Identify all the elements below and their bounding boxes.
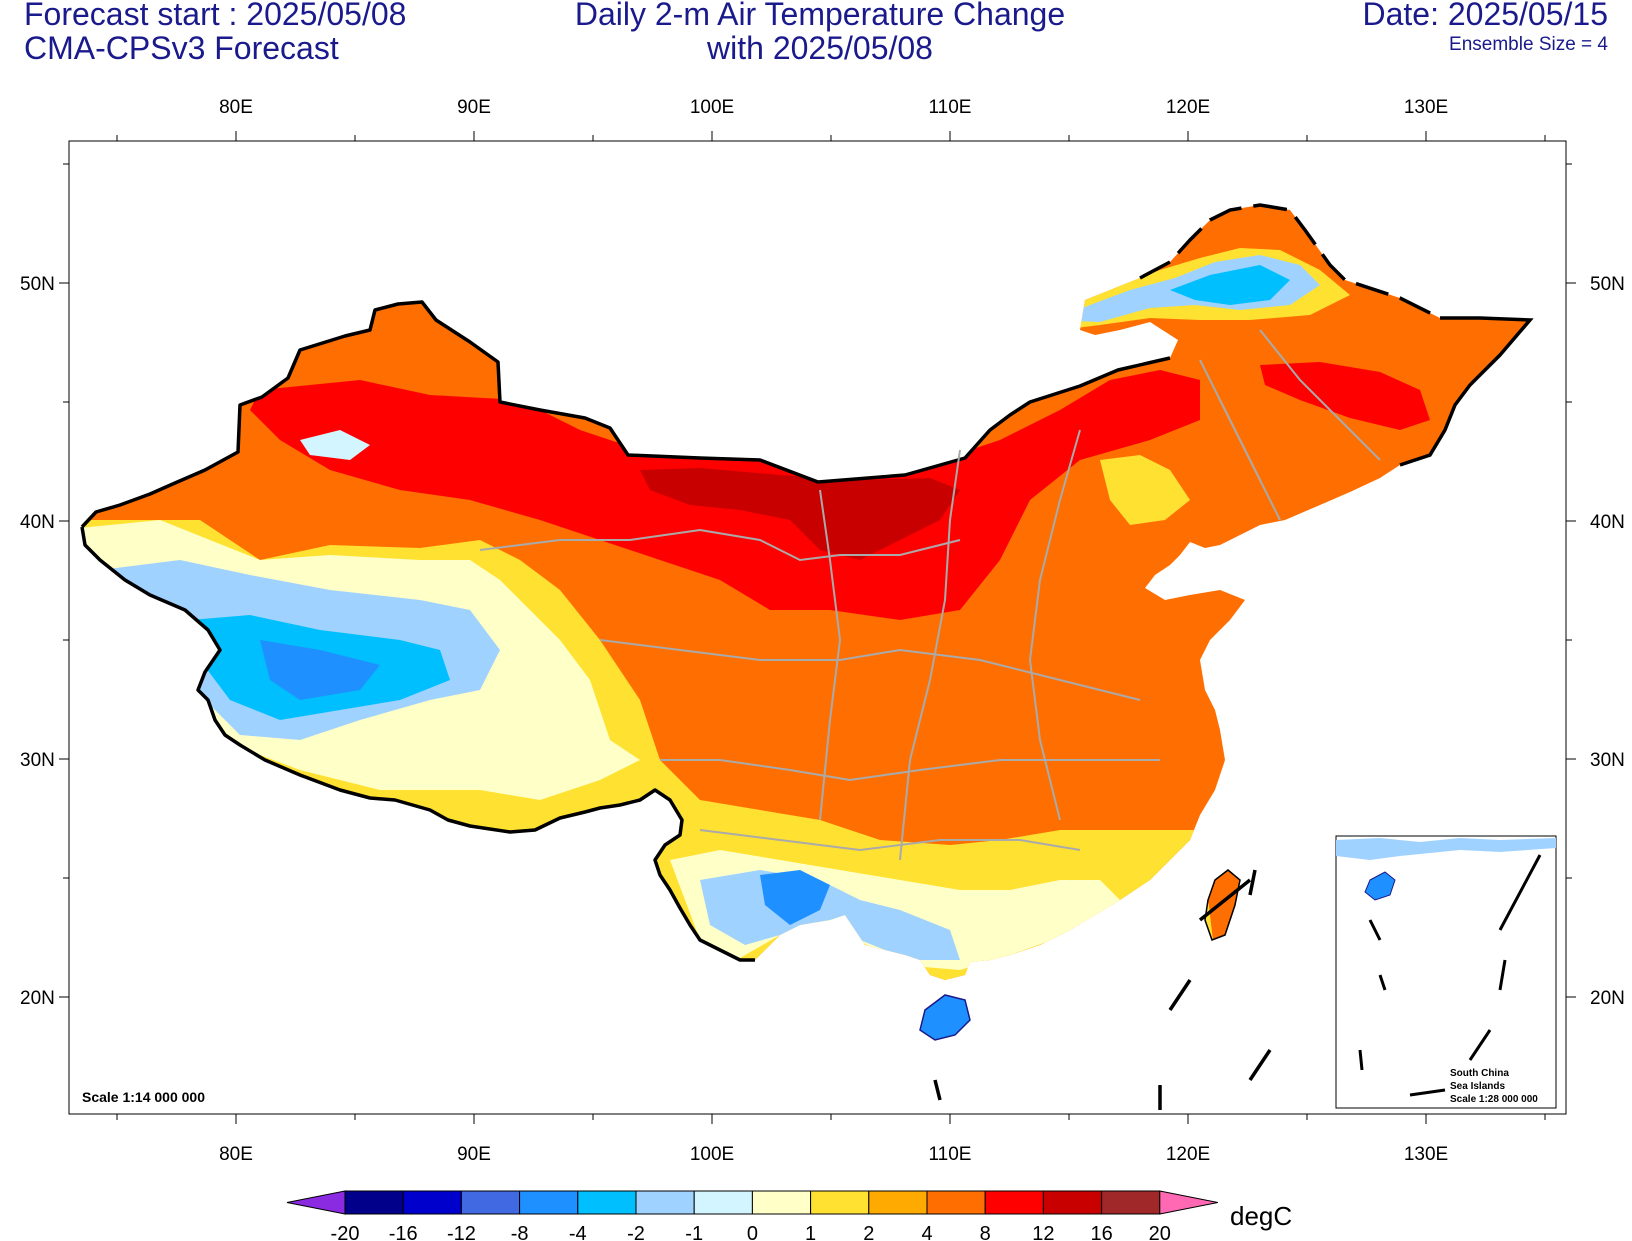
lat-label-right-30N: 30N [1590,750,1625,771]
colorbar-label: -8 [511,1223,529,1241]
lon-label-bottom-130E: 130E [1404,1144,1448,1165]
right-latitude-labels: 50N 40N 30N 20N [1590,274,1625,1009]
inset-label-line1: South China [1450,1068,1509,1079]
colorbar-label: 4 [921,1223,932,1241]
colorbar-segment [984,1190,1044,1215]
province-boundaries [479,329,1381,861]
colorbar-segment [751,1190,812,1215]
east-border-line [1399,316,1534,467]
colorbar-label: -2 [627,1223,645,1241]
lon-label-top-120E: 120E [1166,97,1210,118]
lon-label-top-110E: 110E [929,97,972,118]
colorbar-segment [577,1190,637,1215]
inset-scale-label: Scale 1:28 000 000 [1450,1094,1538,1105]
colorbar-segment [1101,1190,1161,1215]
colorbar-segment [926,1190,986,1215]
colorbar-unit-label: degC [1230,1201,1292,1231]
lon-label-bottom-100E: 100E [690,1144,734,1165]
colorbar-min-triangle [286,1190,346,1215]
valid-date-label: Date: 2025/05/15 [1362,0,1608,32]
forecast-start-label: Forecast start : 2025/05/08 [24,0,407,32]
map-subtitle: with 2025/05/08 [707,30,933,66]
colorbar-segment [344,1190,404,1215]
colorbar-label: 0 [747,1223,758,1241]
colorbar-label: -4 [569,1223,587,1241]
lon-label-top-130E: 130E [1404,97,1448,118]
colorbar-segment [693,1190,753,1215]
taiwan-outline [1204,869,1241,941]
ensemble-size-label: Ensemble Size = 4 [1449,34,1608,55]
south-china-sea-inset [1335,835,1557,1109]
colorbar: -20 -16 -12 -8 -4 -2 -1 0 1 2 4 8 12 16 20 [286,1190,1218,1241]
map-scale-label: Scale 1:14 000 000 [82,1089,205,1105]
northeast-border-line [1139,203,1441,320]
hainan-outline [919,994,971,1041]
axis-tick-marks [59,131,1576,1124]
colorbar-label: 8 [980,1223,991,1241]
lat-label-right-50N: 50N [1590,274,1625,295]
top-longitude-labels: 80E 90E 100E 110E 120E 130E [219,97,1448,118]
colorbar-label: 12 [1032,1223,1054,1241]
colorbar-max-triangle [1159,1190,1218,1215]
lon-label-bottom-80E: 80E [219,1144,253,1165]
lat-label-left-30N: 30N [20,750,55,771]
lon-label-bottom-120E: 120E [1166,1144,1210,1165]
colorbar-segment [1042,1190,1103,1215]
lat-label-left-50N: 50N [20,274,55,295]
lat-label-right-20N: 20N [1590,988,1625,1009]
nine-dash-line [933,869,1272,1110]
colorbar-label: -12 [447,1223,476,1241]
colorbar-segment [460,1190,521,1215]
colorbar-label: -1 [685,1223,703,1241]
colorbar-segment [519,1190,579,1215]
colorbar-label: 2 [863,1223,874,1241]
left-latitude-labels: 50N 40N 30N 20N [20,274,55,1009]
lon-label-bottom-110E: 110E [929,1144,972,1165]
lat-label-right-40N: 40N [1590,512,1625,533]
colorbar-segment [868,1190,928,1215]
bottom-longitude-labels: 80E 90E 100E 110E 120E 130E [219,1144,1448,1165]
model-name-label: CMA-CPSv3 Forecast [24,30,339,66]
lon-label-top-90E: 90E [457,97,491,118]
inset-label-line2: Sea Islands [1450,1081,1505,1092]
lon-label-top-80E: 80E [219,97,253,118]
southwest-border-line [80,526,755,962]
colorbar-label: -20 [331,1223,360,1241]
colorbar-label: 16 [1090,1223,1112,1241]
colorbar-label: 20 [1149,1223,1171,1241]
map-title: Daily 2-m Air Temperature Change [574,0,1066,32]
colorbar-label: 1 [805,1223,816,1241]
colorbar-label: -16 [389,1223,418,1241]
northern-border-line [80,300,1171,529]
colorbar-segment [635,1190,695,1215]
lat-label-left-20N: 20N [20,988,55,1009]
colorbar-segment [402,1190,462,1215]
colorbar-segment [810,1190,870,1215]
lon-label-top-100E: 100E [690,97,734,118]
lat-label-left-40N: 40N [20,512,55,533]
lon-label-bottom-90E: 90E [457,1144,491,1165]
